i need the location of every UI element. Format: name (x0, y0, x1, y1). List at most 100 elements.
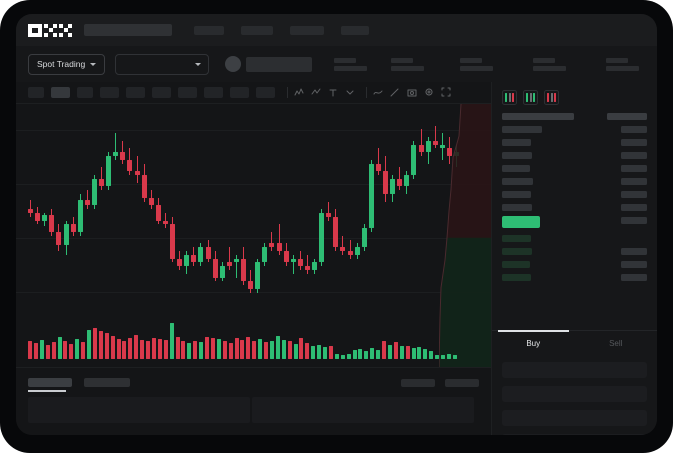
pencil-icon[interactable] (389, 86, 402, 99)
orderbook-ask-row[interactable] (502, 152, 532, 159)
okx-logo[interactable] (28, 23, 72, 37)
timeframe-button-2[interactable] (51, 87, 70, 98)
nav-item-3[interactable] (290, 25, 324, 35)
orderbook-bid-amount (621, 274, 647, 281)
spot-trading-dropdown[interactable]: Spot Trading (28, 53, 106, 75)
chevron-down-icon[interactable] (344, 86, 357, 99)
nav-item-1[interactable] (194, 25, 224, 35)
volume-bar (275, 336, 280, 359)
volume-bar (317, 344, 322, 359)
orderbook-bid-row[interactable] (502, 235, 531, 242)
order-field-3[interactable] (502, 410, 647, 426)
timeframe-button-6[interactable] (152, 87, 171, 98)
volume-bar (110, 336, 115, 359)
compare-icon[interactable] (310, 86, 323, 99)
timeframe-button-3[interactable] (77, 87, 93, 98)
volume-bar (417, 347, 422, 359)
price-chart[interactable] (16, 104, 491, 367)
timeframe-button-8[interactable] (204, 87, 223, 98)
orderbook-bid-row[interactable] (502, 261, 530, 268)
volume-bar (311, 346, 316, 359)
candlestick-series (28, 118, 491, 308)
orderbook-ask-row[interactable] (502, 191, 531, 198)
volume-bar (258, 338, 263, 359)
volume-bar (193, 341, 198, 359)
orderbook-ask-row[interactable] (502, 126, 542, 133)
volume-bar (181, 340, 186, 359)
timeframe-button-10[interactable] (256, 87, 275, 98)
volume-bar (134, 334, 139, 359)
volume-bar (63, 340, 68, 359)
orderbook-mode-bids[interactable] (523, 90, 538, 105)
order-field-2[interactable] (502, 386, 647, 402)
orders-action-2[interactable] (445, 378, 479, 387)
volume-bar (39, 339, 44, 359)
nav-item-4[interactable] (341, 25, 369, 35)
orders-tab-1[interactable] (28, 378, 72, 387)
volume-bar (328, 345, 333, 359)
orderbook-mode-asks[interactable] (544, 90, 559, 105)
camera-icon[interactable] (406, 86, 419, 99)
timeframe-button-1[interactable] (28, 87, 44, 98)
volume-bar (104, 332, 109, 359)
orderbook-bid-row[interactable] (502, 274, 531, 281)
line-chart-icon[interactable] (372, 86, 385, 99)
volume-bar (393, 342, 398, 359)
volume-bar (264, 342, 268, 359)
orderbook-mode-both[interactable] (502, 90, 517, 105)
volume-bar (92, 327, 97, 359)
orderbook-bid-row[interactable] (502, 248, 532, 255)
ticker-stat (533, 57, 566, 71)
orderbook-ask-amount (621, 152, 647, 159)
orderbook-ask-row[interactable] (502, 204, 532, 211)
volume-bar (446, 354, 451, 359)
orderbook-rows (492, 111, 657, 289)
order-form (492, 362, 657, 435)
indicator-icon[interactable] (293, 86, 306, 99)
volume-bar (45, 344, 50, 359)
orderbook-ask-row[interactable] (502, 178, 533, 185)
volume-bar (399, 345, 404, 359)
orderbook-ask-row[interactable] (502, 139, 531, 146)
ticker-stat (391, 57, 425, 71)
tab-buy[interactable]: Buy (492, 330, 575, 356)
volume-bar (57, 337, 62, 359)
header-nav (194, 25, 369, 35)
volume-bar (33, 343, 38, 359)
volume-bar (187, 343, 192, 359)
search-input[interactable] (84, 24, 172, 36)
orders-cell-2 (252, 397, 474, 423)
orderbook-bid-amount (621, 261, 647, 268)
volume-bar (323, 347, 327, 359)
timeframe-button-7[interactable] (178, 87, 197, 98)
order-field-4[interactable] (502, 434, 647, 435)
tab-buy-label: Buy (526, 339, 541, 348)
volume-bar (128, 338, 133, 359)
logo-k-glyph (44, 23, 57, 37)
order-field-1[interactable] (502, 362, 647, 378)
orders-action-1[interactable] (401, 378, 435, 387)
pair-bar: Spot Trading (16, 46, 657, 82)
volume-bar (435, 354, 440, 359)
ticker-stat (460, 57, 493, 71)
volume-bar (157, 338, 162, 359)
timeframe-button-9[interactable] (230, 87, 249, 98)
timeframe-button-4[interactable] (100, 87, 119, 98)
volume-bar (222, 340, 227, 359)
volume-bar (340, 354, 345, 359)
fullscreen-icon[interactable] (440, 86, 453, 99)
orders-tab-2[interactable] (84, 378, 130, 387)
ticker-stats-left (334, 57, 425, 71)
nav-item-2[interactable] (241, 25, 273, 35)
volume-bar (423, 348, 428, 359)
pair-select-dropdown[interactable] (115, 53, 210, 75)
settings-icon[interactable] (423, 86, 436, 99)
text-icon[interactable] (327, 86, 340, 99)
logo-x-glyph (59, 23, 72, 37)
timeframe-button-5[interactable] (126, 87, 145, 98)
volume-bar (51, 342, 56, 359)
orderbook-ask-row[interactable] (502, 165, 530, 172)
chart-toolbar (16, 82, 491, 104)
tab-sell[interactable]: Sell (575, 331, 658, 356)
